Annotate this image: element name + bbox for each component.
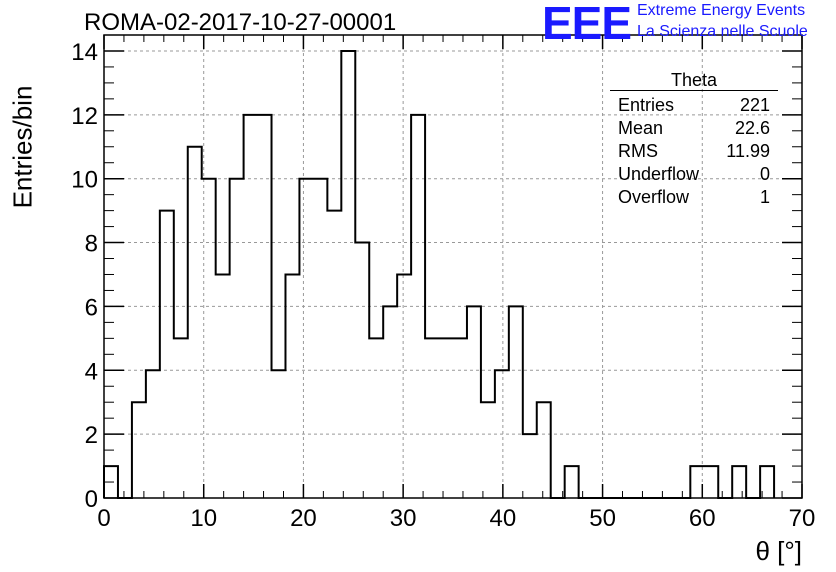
stats-row-rms: RMS 11.99 [610,140,778,163]
stats-title: Theta [610,70,778,91]
histogram-bin [299,179,313,498]
stats-label: Overflow [618,187,690,207]
histogram-bin [174,338,188,498]
histogram-bin [704,466,718,498]
stats-value: 22.6 [734,118,770,138]
histogram-bin [439,338,453,498]
plot-frame [103,34,803,499]
y-tick-label: 2 [85,422,98,449]
logo-subtitle-2: La Scienza nelle Scuole [637,23,808,40]
y-axis-label: Entries/bin [7,85,38,209]
stats-row-mean: Mean 22.6 [610,117,778,140]
histogram-bin [216,274,230,498]
y-tick-label: 0 [85,486,98,513]
grid [104,35,802,498]
x-tick-label: 10 [190,505,217,532]
histogram-bin [160,211,174,498]
stats-value: 0 [759,164,770,184]
x-tick-label: 30 [390,505,417,532]
histogram-bin [341,51,355,498]
y-tick-label: 14 [71,39,98,66]
stats-value: 11.99 [726,141,770,161]
y-tick-label: 10 [71,167,98,194]
histogram-bin [425,338,439,498]
x-tick-label: 40 [490,505,517,532]
histogram-bin [369,338,383,498]
stats-label: Underflow [618,164,700,184]
histogram-bin [230,179,244,498]
histogram-bin [313,179,327,498]
chart-title: ROMA-02-2017-10-27-00001 [84,9,397,36]
stats-row-underflow: Underflow 0 [610,163,778,186]
x-axis-label: θ [°] [755,536,802,566]
stats-row-overflow: Overflow 1 [610,186,778,209]
stats-label: RMS [618,141,658,161]
histogram-bin [509,306,523,498]
histogram-bin [732,466,746,498]
y-tick-label: 6 [85,294,98,321]
stats-label: Mean [618,118,664,138]
histogram-bin [481,402,495,498]
eee-logo: EEE [542,0,632,49]
x-tick-label: 60 [689,505,716,532]
y-tick-label: 8 [85,231,98,258]
histogram-bin [188,147,202,498]
x-tick-label: 50 [589,505,616,532]
stats-value: 1 [759,187,770,207]
histogram-bin [327,211,341,498]
logo-subtitle-1: Extreme Energy Events [637,2,806,19]
stats-value: 221 [739,95,770,115]
stats-row-entries: Entries 221 [610,94,778,117]
y-tick-label: 4 [85,358,98,385]
x-tick-label: 20 [290,505,317,532]
histogram-bin [383,306,397,498]
y-axis-label-box: Entries/bin [8,86,38,209]
histogram-bin [258,115,272,498]
histogram-bin [565,466,579,498]
histogram-bin [537,402,551,498]
histogram-bin [285,274,299,498]
histogram-bin [523,434,537,498]
histogram-bin [397,274,411,498]
histogram-bin [453,338,467,498]
y-tick-label: 12 [71,103,98,130]
stats-label: Entries [618,95,675,115]
histogram-bin [467,306,481,498]
x-tick-label: 70 [789,505,816,532]
stats-box: Theta Entries 221 Mean 22.6 RMS 11.99 Under… [610,70,778,209]
x-tick-label: 0 [97,505,110,532]
histogram-bin [132,402,146,498]
axis-ticks [103,35,803,499]
